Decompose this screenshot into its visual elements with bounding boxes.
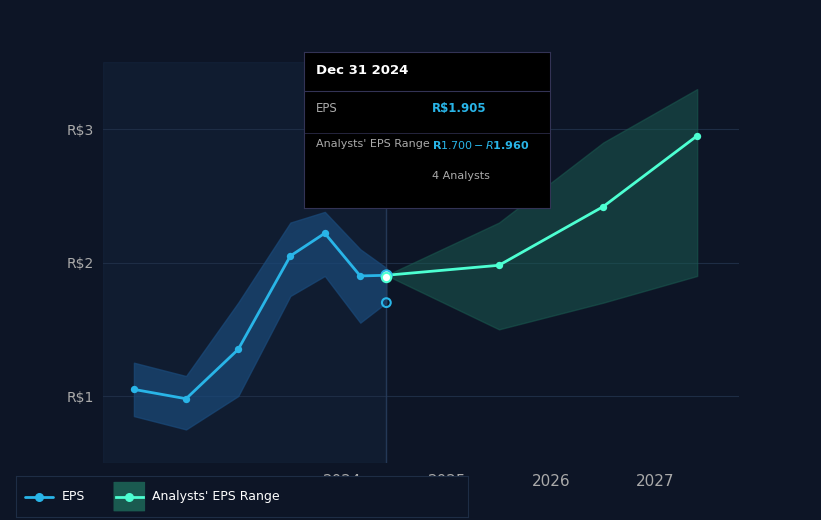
Point bbox=[33, 492, 46, 501]
Point bbox=[232, 345, 245, 354]
Text: R$1.700 - R$1.960: R$1.700 - R$1.960 bbox=[432, 139, 530, 151]
Point bbox=[319, 229, 332, 238]
Text: R$1.905: R$1.905 bbox=[432, 102, 487, 115]
Point bbox=[493, 261, 506, 269]
Text: 4 Analysts: 4 Analysts bbox=[432, 171, 489, 180]
Point bbox=[380, 271, 393, 279]
Point bbox=[380, 298, 393, 307]
FancyBboxPatch shape bbox=[113, 482, 145, 511]
Text: EPS: EPS bbox=[62, 490, 85, 503]
Point bbox=[284, 252, 297, 260]
Point bbox=[690, 132, 704, 140]
Point bbox=[380, 271, 393, 279]
Text: Actual: Actual bbox=[332, 73, 381, 87]
Text: Analysts' EPS Range: Analysts' EPS Range bbox=[152, 490, 279, 503]
Bar bbox=[103, 62, 387, 463]
Text: Analysts' EPS Range: Analysts' EPS Range bbox=[316, 139, 430, 149]
Point bbox=[597, 202, 610, 211]
Text: Analysts Forecasts: Analysts Forecasts bbox=[392, 73, 521, 87]
Point bbox=[380, 272, 393, 281]
Text: EPS: EPS bbox=[316, 102, 337, 115]
Point bbox=[354, 272, 367, 280]
Point bbox=[123, 492, 136, 501]
Point bbox=[127, 385, 140, 394]
Point bbox=[180, 395, 193, 403]
Text: Dec 31 2024: Dec 31 2024 bbox=[316, 64, 409, 77]
